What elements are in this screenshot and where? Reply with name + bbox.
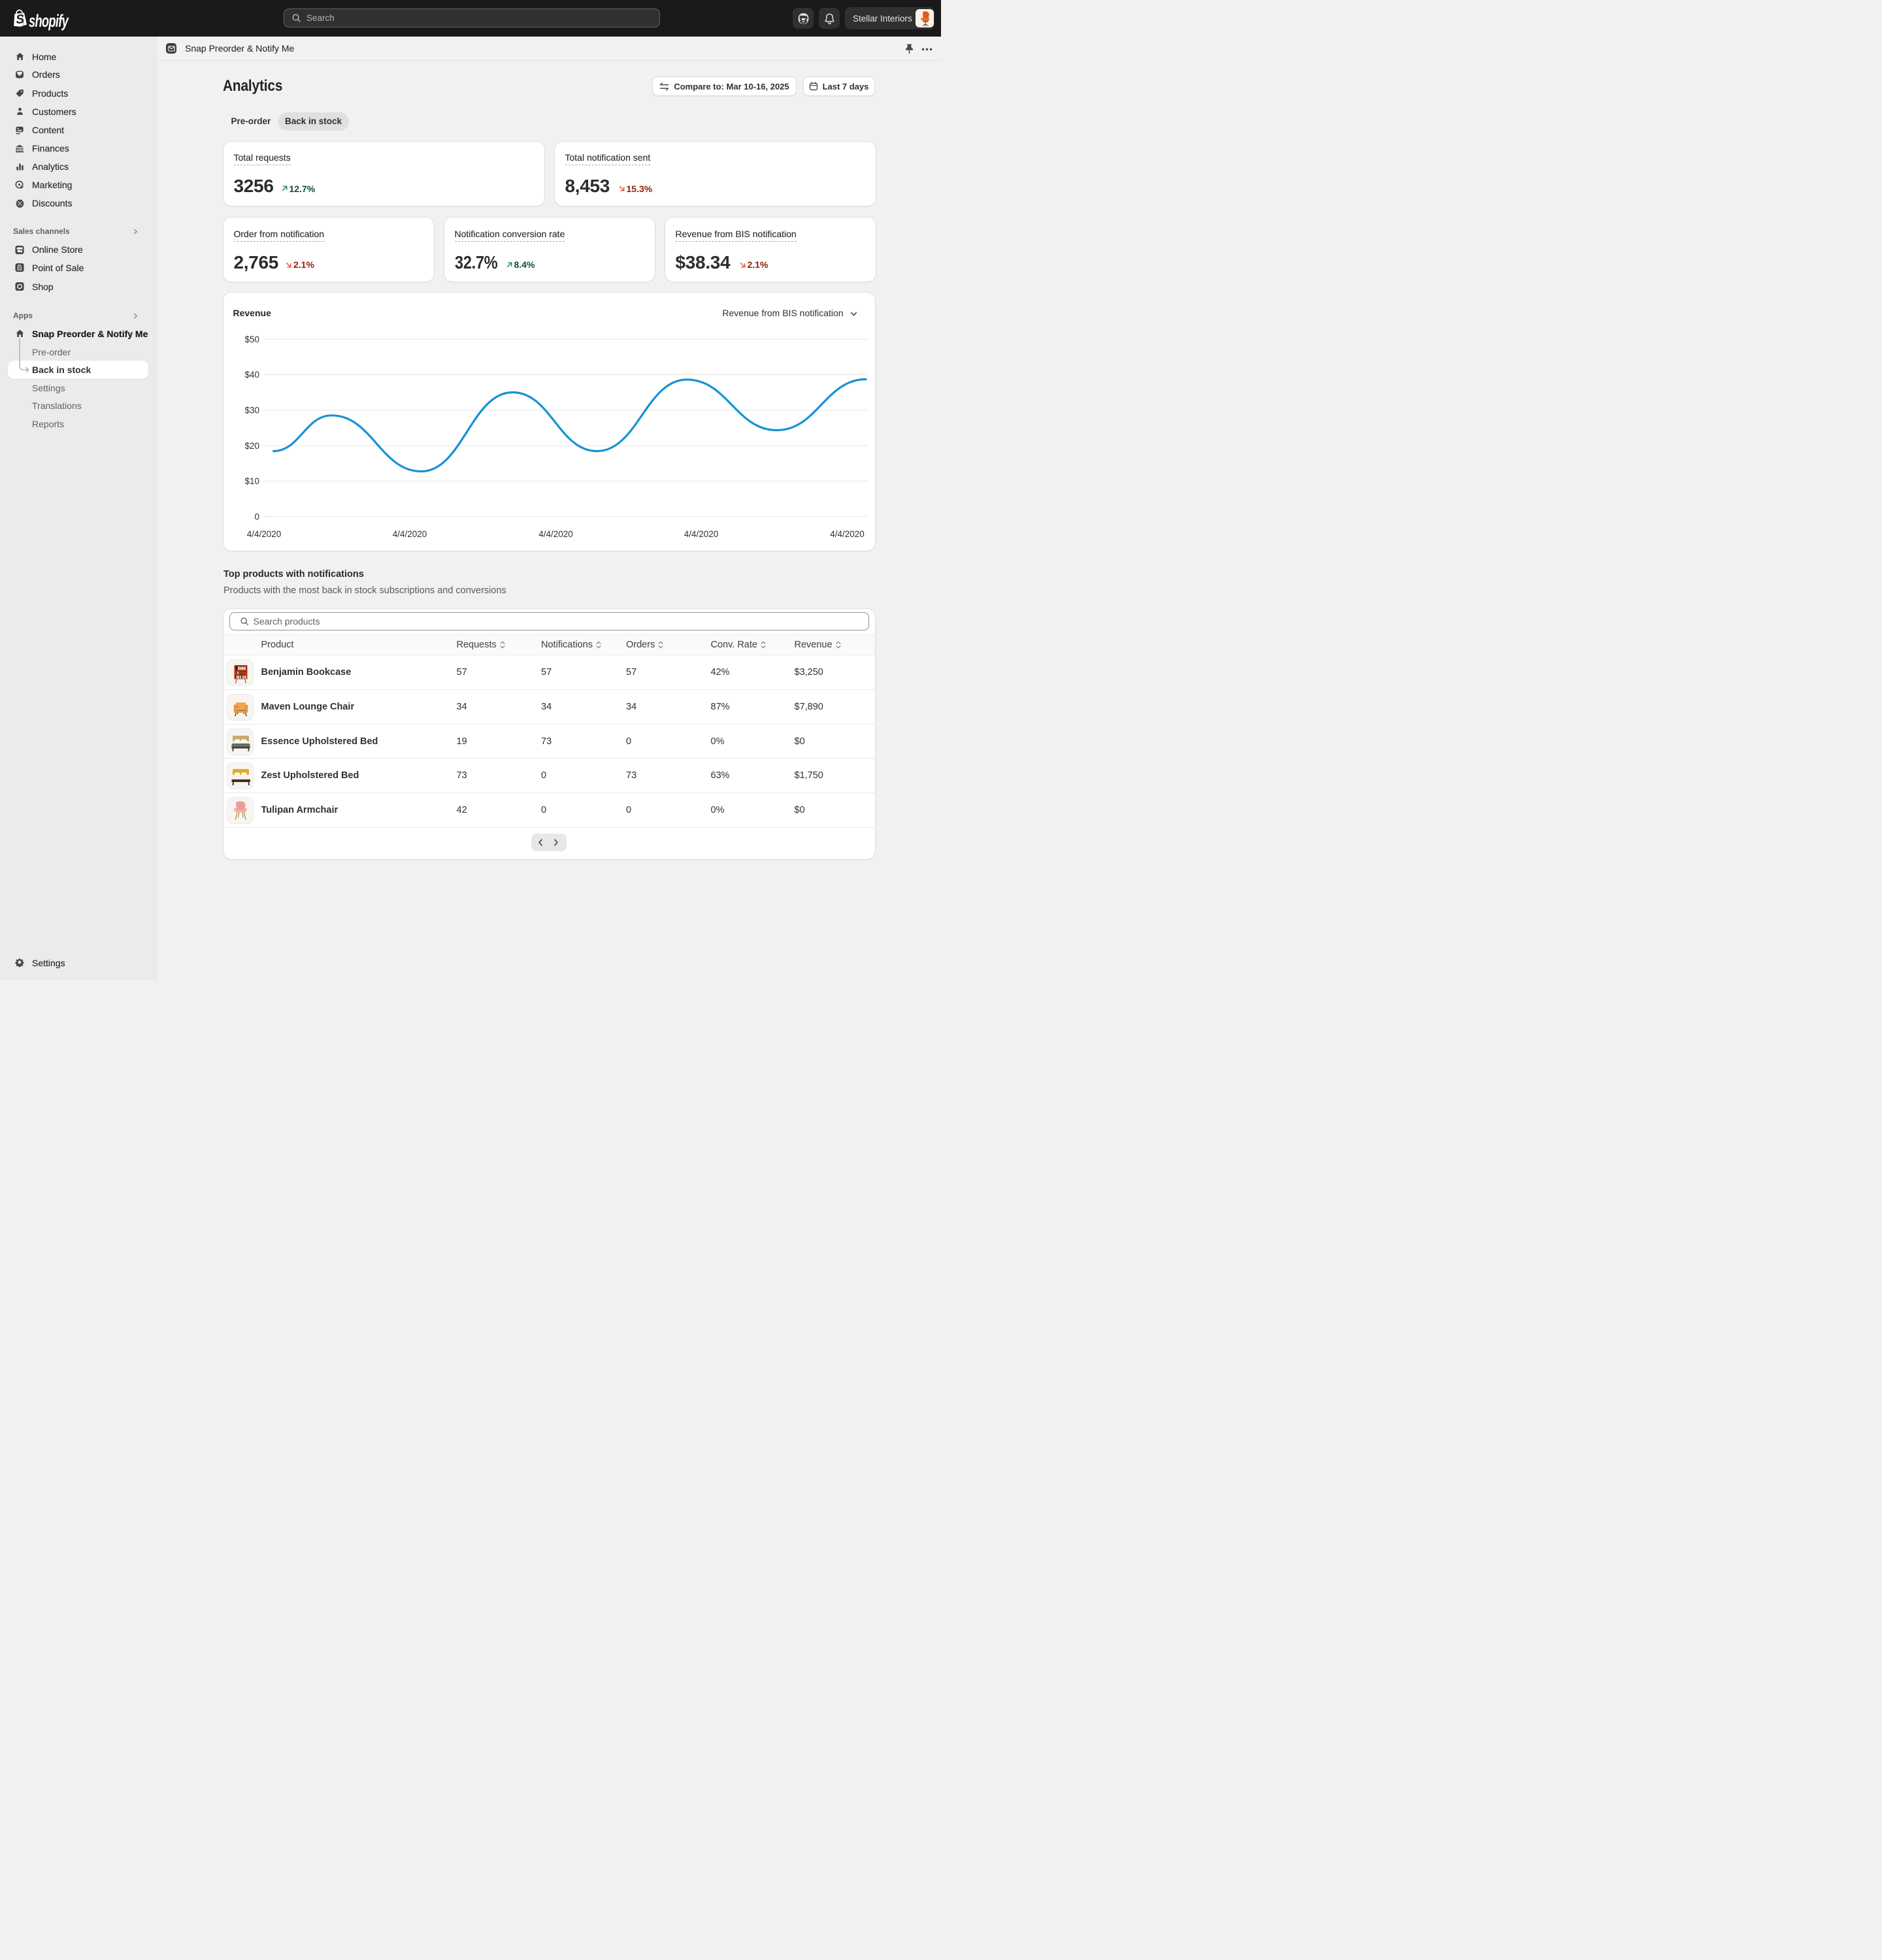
svg-text:4/4/2020: 4/4/2020 bbox=[392, 529, 427, 539]
svg-text:$50: $50 bbox=[244, 335, 259, 344]
svg-text:4/4/2020: 4/4/2020 bbox=[830, 529, 865, 539]
svg-text:4/4/2020: 4/4/2020 bbox=[538, 529, 573, 539]
svg-text:4/4/2020: 4/4/2020 bbox=[684, 529, 718, 539]
svg-text:S: S bbox=[15, 12, 25, 27]
svg-text:4/4/2020: 4/4/2020 bbox=[246, 529, 281, 539]
svg-text:$30: $30 bbox=[244, 406, 259, 416]
svg-text:$10: $10 bbox=[244, 476, 259, 486]
svg-text:$40: $40 bbox=[244, 370, 259, 380]
svg-text:0: 0 bbox=[254, 512, 259, 521]
svg-text:$20: $20 bbox=[244, 441, 259, 451]
